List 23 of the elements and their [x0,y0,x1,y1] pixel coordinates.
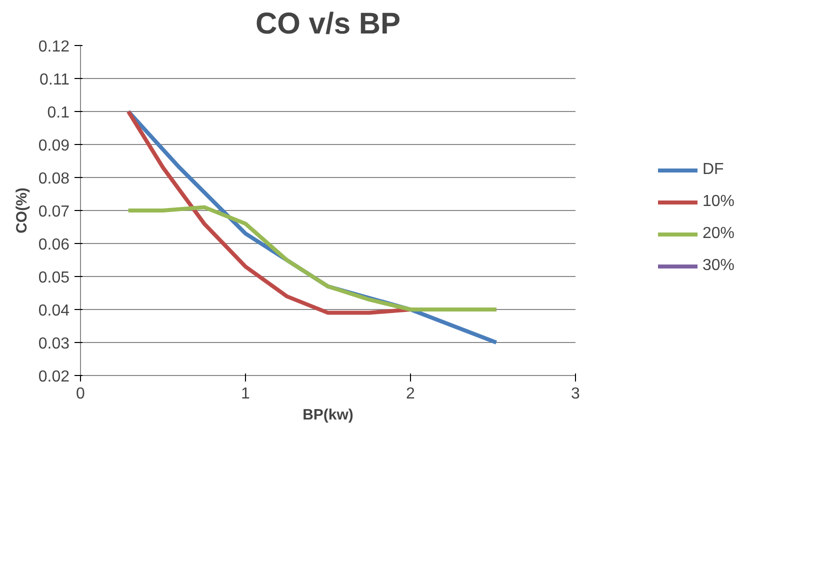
y-tick-label: 0.11 [40,72,70,88]
legend-label: 20% [702,224,736,242]
y-tick-label: 0.03 [38,336,70,352]
chart-title: CO v/s BP [255,8,401,40]
x-tick-label: 3 [571,386,580,402]
y-tick-label: 0.12 [38,38,70,56]
y-tick-label: 0.02 [38,368,70,386]
x-axis-title: BP(kw) [302,406,354,424]
x-tick-label: 1 [241,386,250,402]
y-tick-label: 0.1 [47,104,70,122]
y-tick-label: 0.08 [38,170,70,188]
line-series [126,205,498,312]
y-tick-label: 0.05 [38,270,70,286]
y-tick-label: 0.06 [38,236,70,254]
y-axis-title: CO(%) [13,188,30,234]
legend-label: 10% [702,192,736,210]
legend-label: DF [702,160,725,178]
x-tick-label: 2 [406,386,416,402]
legend-label: 30% [702,256,736,274]
y-tick-label: 0.04 [38,302,70,320]
y-tick-label: 0.09 [38,138,70,154]
x-tick-label: 0 [76,386,86,402]
y-tick-label: 0.07 [38,204,70,220]
